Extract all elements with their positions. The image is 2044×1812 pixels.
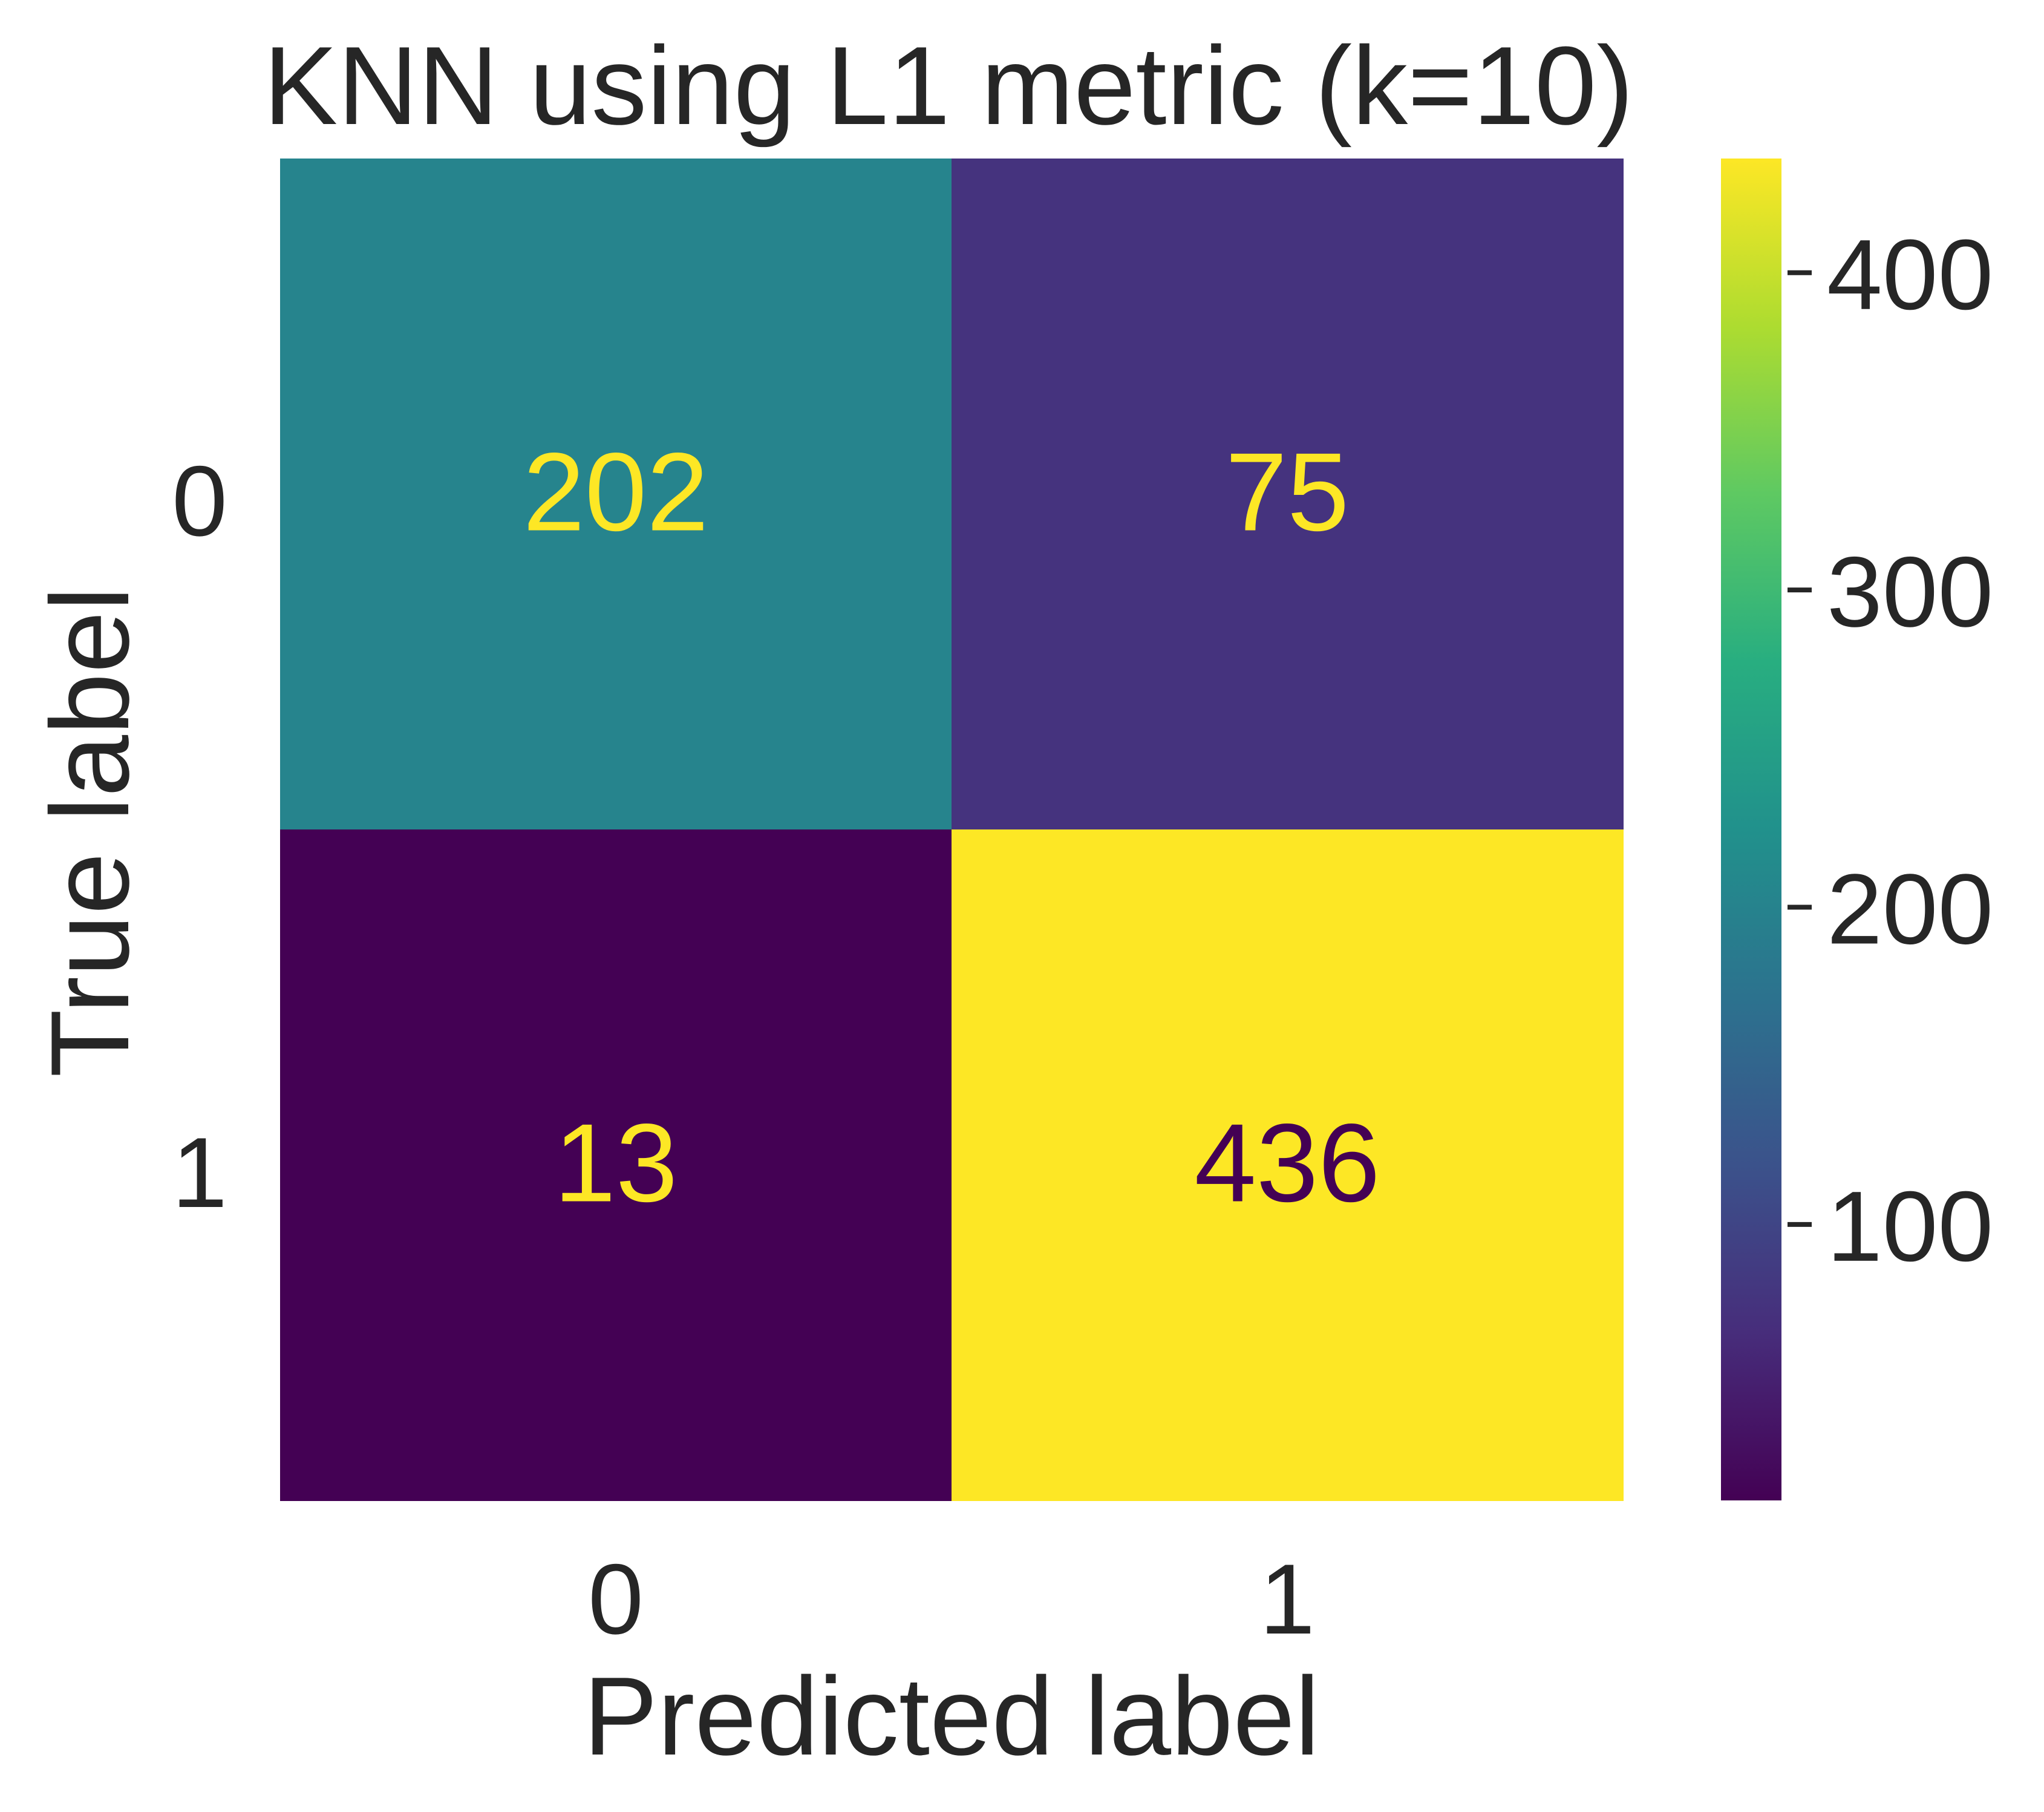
colorbar-ticks: 100 200 300 400 (1788, 219, 1993, 1282)
cell-value-0-1: 75 (1226, 430, 1350, 554)
y-axis-label: True label (27, 586, 152, 1077)
x-tick-label-0: 0 (588, 1543, 644, 1655)
colorbar-tick-label-200: 200 (1827, 853, 1993, 964)
heatmap-cell-0-1 (952, 159, 1624, 830)
x-tick-label-1: 1 (1259, 1543, 1315, 1655)
colorbar (1721, 159, 1781, 1500)
heatmap-annotations: 202 75 13 436 (523, 430, 1380, 1225)
y-tick-label-1: 1 (172, 1117, 227, 1228)
heatmap-cells (280, 159, 1624, 1501)
cell-value-0-0: 202 (523, 430, 709, 554)
heatmap-cell-1-0 (280, 829, 952, 1501)
colorbar-tick-label-300: 300 (1827, 536, 1993, 647)
x-axis-label: Predicted label (583, 1653, 1319, 1778)
heatmap-cell-0-0 (280, 159, 952, 830)
chart-title: KNN using L1 metric (k=10) (263, 23, 1633, 148)
colorbar-tick-label-400: 400 (1827, 219, 1993, 330)
colorbar-tick-label-100: 100 (1827, 1171, 1993, 1282)
cell-value-1-0: 13 (554, 1101, 678, 1225)
y-tick-label-0: 0 (172, 445, 227, 557)
heatmap-cell-1-1 (952, 829, 1624, 1501)
cell-value-1-1: 436 (1195, 1101, 1380, 1225)
